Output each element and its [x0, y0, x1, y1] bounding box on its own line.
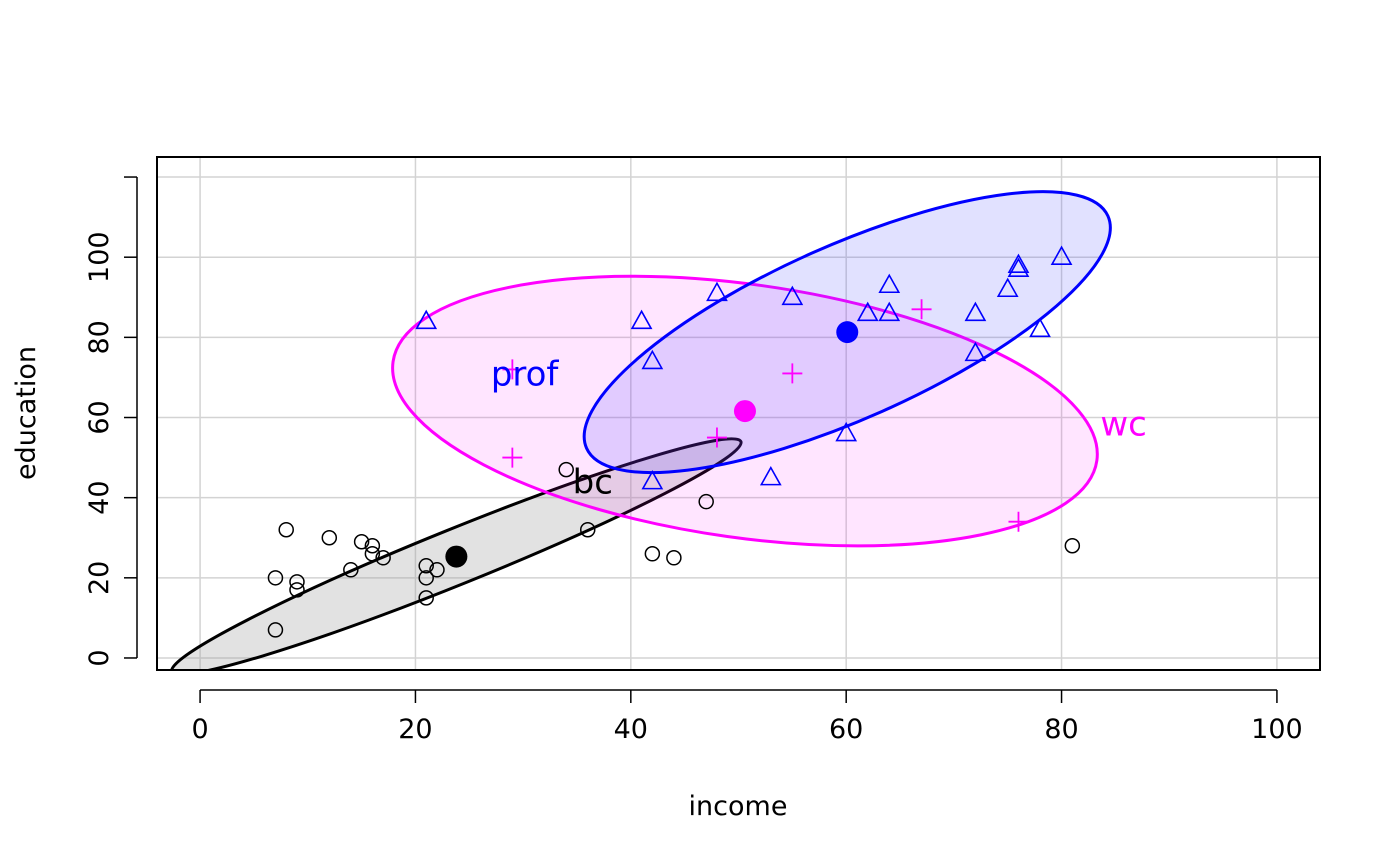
centroid-prof [836, 321, 859, 344]
point [759, 465, 782, 486]
data-points [267, 245, 1081, 638]
series-wc [502, 299, 1029, 532]
point [418, 590, 434, 606]
point [267, 570, 284, 586]
point [1064, 538, 1081, 554]
point [706, 427, 727, 448]
point [1050, 245, 1073, 265]
point [429, 562, 445, 578]
point [502, 359, 523, 380]
group-label-bc: bc [573, 463, 613, 503]
point [321, 529, 338, 546]
point [706, 281, 728, 302]
group-labels: bc wc prof [491, 354, 1147, 502]
point [1007, 257, 1030, 278]
x-axis-title: income [689, 791, 788, 822]
point [579, 521, 596, 538]
point [278, 521, 294, 538]
point [375, 550, 391, 566]
centroid-wc [733, 400, 756, 423]
point [418, 570, 434, 586]
point [641, 349, 664, 370]
point [415, 309, 438, 330]
plot-frame [156, 156, 1321, 671]
y-tick-label: 20 [84, 561, 115, 595]
point [964, 301, 987, 322]
point [364, 538, 381, 554]
point [835, 421, 858, 442]
point [964, 341, 987, 362]
point [911, 299, 932, 320]
series-bc [267, 461, 1081, 638]
y-tick-label: 100 [84, 231, 115, 283]
point [353, 534, 370, 550]
x-tick-label: 60 [829, 714, 863, 745]
point [630, 309, 653, 330]
point [644, 546, 661, 562]
point [698, 493, 714, 510]
point [502, 447, 523, 468]
series-prof [415, 245, 1073, 490]
point [343, 562, 359, 578]
y-axis: 0 20 40 60 80 100 [84, 176, 138, 667]
point [996, 277, 1019, 298]
x-axis: 0 20 40 60 80 100 [191, 689, 1303, 745]
x-tick-label: 100 [1251, 714, 1303, 745]
y-tick-label: 0 [84, 649, 115, 666]
y-tick-label: 60 [84, 400, 115, 434]
point [856, 301, 879, 322]
point [558, 461, 574, 478]
group-label-prof: prof [491, 354, 560, 394]
point [878, 301, 901, 322]
point [364, 546, 381, 562]
point [267, 622, 284, 638]
group-label-wc: wc [1100, 405, 1147, 445]
point [418, 558, 434, 574]
y-tick-label: 40 [84, 480, 115, 514]
point [1008, 511, 1029, 532]
x-tick-label: 0 [191, 714, 208, 745]
grid-lines [157, 157, 1320, 670]
point [782, 363, 803, 384]
point [1029, 317, 1051, 338]
y-axis-title: education [11, 346, 42, 480]
point [641, 469, 664, 490]
centroid-bc [445, 545, 468, 568]
point [1007, 253, 1030, 274]
point [781, 285, 804, 306]
x-tick-label: 80 [1044, 714, 1078, 745]
point [289, 574, 305, 590]
point [666, 550, 682, 566]
x-tick-label: 40 [614, 714, 648, 745]
point [289, 582, 305, 598]
point [878, 273, 901, 294]
y-tick-label: 80 [84, 320, 115, 354]
x-tick-label: 20 [398, 714, 432, 745]
